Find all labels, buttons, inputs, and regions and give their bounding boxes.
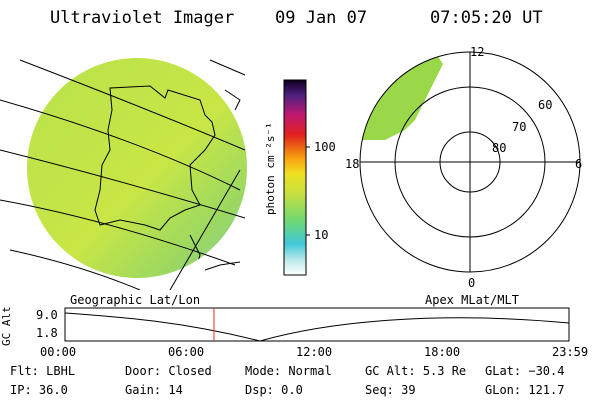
color-scale-tick-10: 10 <box>314 228 329 242</box>
instrument-title: Ultraviolet Imager <box>50 8 235 28</box>
timeline-xtick-0: 00:00 <box>40 345 77 359</box>
status-seq: Seq: 39 <box>365 383 416 397</box>
longitude-line <box>169 169 241 290</box>
status-flt: Flt: LBHL <box>10 364 76 378</box>
mlat-60-label: 60 <box>538 98 553 112</box>
latitude-line-2 <box>0 99 241 191</box>
latitude-line-3 <box>0 149 246 219</box>
mlt-12-label: 12 <box>470 45 485 59</box>
mlt-0-label: 0 <box>468 276 476 290</box>
latitude-line-5 <box>9 249 141 290</box>
timeline-xtick-2: 12:00 <box>296 345 333 359</box>
coastline-australia <box>94 85 216 231</box>
polar-aurora-patch <box>360 52 443 140</box>
latitude-line-1 <box>19 59 246 151</box>
altitude-timeline <box>64 307 570 342</box>
timeline-y-label: GC Alt <box>0 306 13 346</box>
timeline-xtick-1: 06:00 <box>168 345 205 359</box>
status-ip: IP: 36.0 <box>10 383 68 397</box>
earth-uv-image <box>0 58 247 290</box>
status-gain: Gain: 14 <box>125 383 183 397</box>
color-scale: photon cm⁻²s⁻¹ <box>264 79 310 276</box>
color-scale-bar <box>283 79 307 276</box>
altitude-curve <box>64 312 570 342</box>
mlat-70-label: 70 <box>512 120 527 134</box>
coastline-bottom <box>204 261 241 271</box>
earth-disk <box>27 58 247 278</box>
color-scale-unit: photon cm⁻²s⁻¹ <box>264 122 277 215</box>
time-label: 07:05:20 UT <box>430 8 543 28</box>
color-scale-tick-100: 100 <box>314 140 336 154</box>
timeline-xtick-4: 23:59 <box>552 345 589 359</box>
status-glat: GLat: −30.4 <box>485 364 565 378</box>
coastline-top <box>209 59 246 76</box>
timeline-frame <box>64 307 570 342</box>
status-glon: GLon: 121.7 <box>485 383 565 397</box>
polar-plot <box>359 51 581 273</box>
status-dsp: Dsp: 0.0 <box>245 383 303 397</box>
status-mode: Mode: Normal <box>245 364 332 378</box>
date-label: 09 Jan 07 <box>275 8 368 28</box>
status-door: Door: Closed <box>125 364 212 378</box>
mlt-6-label: 6 <box>575 157 583 171</box>
status-gc-alt: GC Alt: 5.3 Re <box>365 364 467 378</box>
mlt-18-label: 18 <box>345 157 360 171</box>
timeline-ytick-bottom: 1.8 <box>36 326 58 340</box>
coastline-top-right <box>224 89 241 111</box>
apex-caption: Apex MLat/MLT <box>425 293 519 307</box>
geographic-caption: Geographic Lat/Lon <box>70 293 201 307</box>
latitude-line-4 <box>0 199 236 266</box>
timeline-xtick-3: 18:00 <box>424 345 461 359</box>
timeline-ytick-top: 9.0 <box>36 308 58 322</box>
mlat-80-label: 80 <box>492 141 507 155</box>
